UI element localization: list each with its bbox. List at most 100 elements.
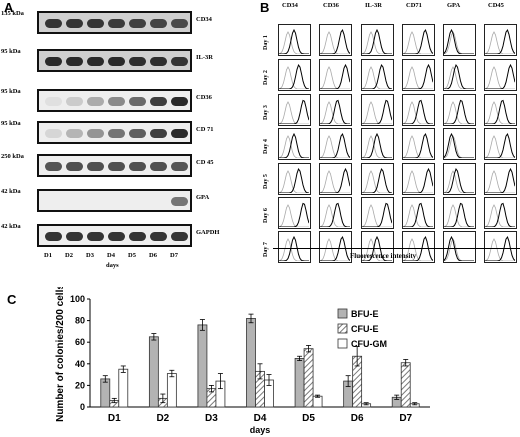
flow-column-header: CD45 <box>488 2 504 9</box>
histogram-curve <box>403 238 433 261</box>
histogram-curve <box>279 64 309 89</box>
flow-column-header: IL-3R <box>365 2 382 9</box>
blot-band <box>66 162 83 171</box>
flow-histogram <box>319 59 352 91</box>
flow-column-header: GPA <box>447 2 461 9</box>
histogram-curve <box>444 66 474 89</box>
blot-strip <box>37 49 192 72</box>
flow-histogram <box>319 94 352 126</box>
x-tick-label: D4 <box>254 413 267 424</box>
legend-swatch <box>337 338 348 349</box>
y-tick-label: 20 <box>75 380 85 390</box>
blot-band <box>45 129 62 138</box>
blot-band <box>87 19 104 28</box>
histogram-curve <box>485 29 515 54</box>
flow-histogram <box>319 197 352 229</box>
blot-band <box>129 162 146 171</box>
histogram-curve <box>279 235 309 261</box>
flow-row-header: Day 6 <box>263 208 269 223</box>
histogram-curve <box>444 28 474 54</box>
blot-strip <box>37 121 192 144</box>
blot-band <box>87 162 104 171</box>
histogram-curve <box>320 238 350 261</box>
blot-band <box>150 129 167 138</box>
blot-band <box>108 129 125 138</box>
y-tick-label: 100 <box>70 294 85 304</box>
flow-row-header: Day 2 <box>263 70 269 85</box>
histogram-curve <box>362 238 392 261</box>
flow-histogram <box>361 128 394 160</box>
histogram-curve <box>320 170 350 193</box>
histogram-curve <box>444 101 474 124</box>
histogram-curve <box>444 168 474 193</box>
histogram-curve <box>320 167 350 193</box>
blot-band <box>150 57 167 66</box>
histogram-curve <box>362 31 392 54</box>
histogram-curve <box>320 101 350 124</box>
histogram-curve <box>403 63 433 89</box>
histogram-curve <box>485 101 515 124</box>
flow-row-header: Day 3 <box>263 105 269 120</box>
flow-histogram <box>443 163 476 195</box>
flow-histogram <box>443 128 476 160</box>
flow-histogram <box>278 231 311 263</box>
blot-band <box>45 57 62 66</box>
blot-band <box>171 19 188 28</box>
histogram-curve <box>485 236 515 261</box>
blot-marker-label: CD 45 <box>196 159 214 166</box>
flow-xlabel: Fluorescence intensity <box>350 252 417 260</box>
histogram-curve <box>485 66 515 89</box>
flow-histogram <box>443 59 476 91</box>
histogram-curve <box>362 235 392 261</box>
blot-marker-label: CD 71 <box>196 126 214 133</box>
colony-bar-chart: 0 20 40 60 80 100 D1 D2 D3 D4 D5 D6 D7 days Number of … <box>55 287 430 435</box>
histogram-curve <box>444 64 474 89</box>
flow-axis-line <box>273 248 520 249</box>
x-tick-label: D3 <box>205 413 218 424</box>
histogram-curve <box>320 133 350 158</box>
flow-histogram <box>402 197 435 229</box>
blot-band <box>129 232 146 241</box>
histogram-curve <box>362 28 392 54</box>
histogram-curve <box>320 202 350 227</box>
histogram-curve <box>320 66 350 89</box>
blot-kda-label: 42 kDa <box>1 188 21 195</box>
histogram-curve <box>362 204 392 227</box>
legend-swatch <box>337 308 348 319</box>
flow-row-header: Day 1 <box>263 35 269 50</box>
flow-column-header: CD34 <box>282 2 298 9</box>
flow-row-header: Day 7 <box>263 242 269 257</box>
blot-band <box>45 232 62 241</box>
blot-day-label: D4 <box>107 252 115 259</box>
blot-marker-label: IL-3R <box>196 54 213 61</box>
flow-histogram <box>484 231 517 263</box>
bar <box>294 358 305 408</box>
histogram-curve <box>444 204 474 227</box>
flow-histogram <box>319 163 352 195</box>
legend-label: BFU-E <box>351 309 379 319</box>
x-tick-label: D1 <box>108 413 121 424</box>
histogram-curve <box>279 168 309 193</box>
flow-histogram <box>361 163 394 195</box>
histogram-curve <box>279 31 309 54</box>
blot-band <box>129 97 146 106</box>
blot-day-label: D5 <box>128 252 136 259</box>
panel-b-label: B <box>260 0 270 15</box>
blot-marker-label: CD34 <box>196 16 212 23</box>
blot-kda-label: 95 kDa <box>1 48 21 55</box>
bar <box>166 373 177 408</box>
flow-row-header: Day 4 <box>263 139 269 154</box>
flow-histogram <box>443 94 476 126</box>
blot-strip <box>37 189 192 212</box>
y-axis-label: Number of colonies/200 cells <box>55 287 66 422</box>
blot-day-label: D3 <box>86 252 94 259</box>
x-tick-label: D6 <box>351 413 364 424</box>
flow-histogram <box>319 231 352 263</box>
blot-day-label: D2 <box>65 252 73 259</box>
histogram-curve <box>279 238 309 261</box>
histogram-curve <box>279 101 309 124</box>
histogram-curve <box>485 133 515 158</box>
x-tick-label: D2 <box>156 413 169 424</box>
blot-day-label: D7 <box>170 252 178 259</box>
blot-band <box>108 232 125 241</box>
